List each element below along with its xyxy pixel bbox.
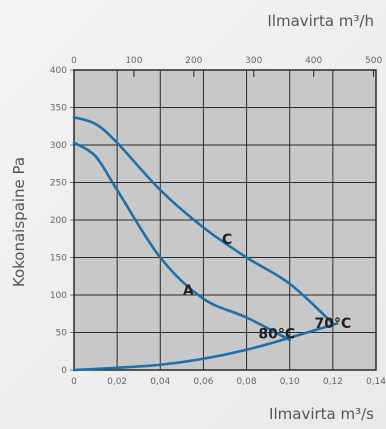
label-70c: 70°C [314, 316, 351, 332]
tick-labels: 0 50 100 150 200 250 300 350 400 0 0,02 0,04 0,06 0,0… [50, 56, 386, 387]
plot-border [73, 69, 377, 371]
x-axis-title-bottom: Ilmavirta m³/s [269, 405, 374, 423]
x-top-tick-label: 200 [185, 56, 202, 66]
y-tick-label: 50 [56, 329, 68, 339]
y-tick-label: 150 [50, 254, 67, 264]
y-tick-label: 100 [50, 291, 67, 301]
annotations: C A 80°C 70°C [183, 232, 351, 343]
y-tick-label: 250 [50, 179, 67, 189]
plot-frame [73, 69, 377, 371]
x-bottom-tick-label: 0,06 [193, 377, 213, 387]
y-tick-label: 350 [50, 104, 67, 114]
x-top-tick-label: 0 [71, 56, 77, 66]
y-tick-label: 400 [50, 66, 67, 76]
x-top-tick-label: 100 [125, 56, 142, 66]
x-bottom-tick-label: 0,02 [107, 377, 127, 387]
x-top-tick-label: 400 [305, 56, 322, 66]
y-tick-label: 0 [61, 366, 67, 376]
curve-a [72, 141, 292, 342]
x-bottom-tick-label: 0,10 [280, 377, 300, 387]
system-curve [72, 322, 339, 372]
x-bottom-tick-label: 0,14 [366, 377, 386, 387]
x-top-tick-label: 300 [245, 56, 262, 66]
y-tick-label: 300 [50, 141, 67, 151]
x-bottom-tick-label: 0,08 [237, 377, 257, 387]
label-c: C [222, 232, 232, 248]
x-bottom-tick-label: 0,12 [323, 377, 343, 387]
label-80c: 80°C [258, 327, 295, 343]
y-tick-label: 200 [50, 216, 67, 226]
x-axis-title-top: Ilmavirta m³/h [267, 12, 374, 30]
curve-c [72, 115, 335, 325]
x-top-tick-label: 500 [365, 56, 382, 66]
series-lines [72, 115, 339, 372]
x-bottom-tick-label: 0 [71, 377, 77, 387]
x-bottom-tick-label: 0,04 [150, 377, 170, 387]
label-a: A [183, 283, 194, 299]
y-axis-title: Kokonaispaine Pa [10, 157, 28, 287]
